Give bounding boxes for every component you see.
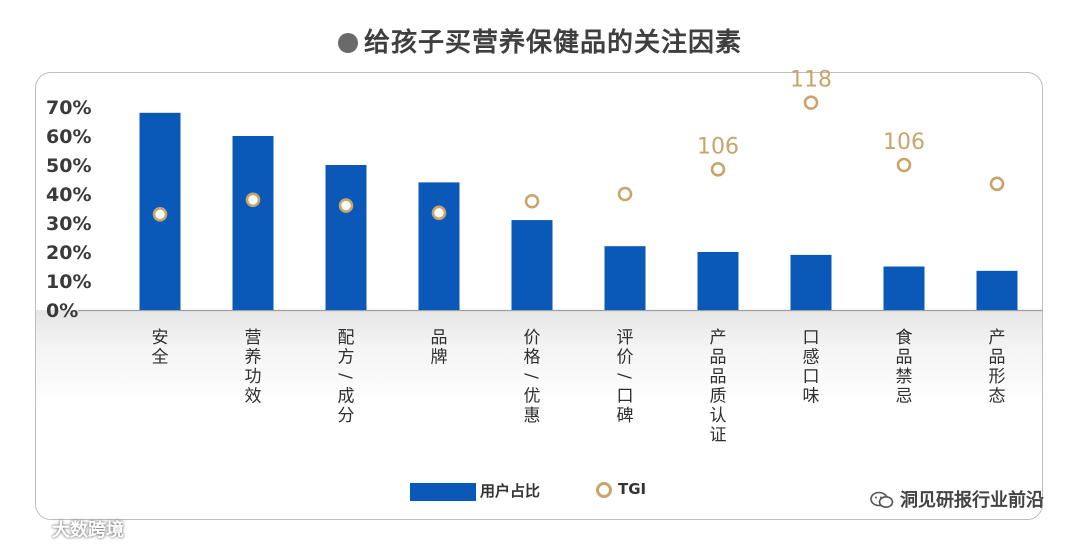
title-bullet-icon xyxy=(337,33,358,53)
legend-bar-swatch xyxy=(410,482,476,501)
category-label: 价 xyxy=(524,328,541,348)
legend-item-bar: 用户占比 xyxy=(410,480,540,501)
category-label: 优 xyxy=(524,387,541,407)
bar xyxy=(697,252,739,310)
category-label: 食 xyxy=(896,328,913,348)
legend-ring-icon xyxy=(596,481,612,498)
category-label: 认 xyxy=(710,406,727,426)
category-label: 全 xyxy=(152,348,169,368)
legend-item-tgi: TGI xyxy=(596,480,646,498)
tgi-data-label: 106 xyxy=(697,134,739,159)
category-label: 质 xyxy=(710,387,727,407)
brand-watermark: 大数跨境 xyxy=(8,516,124,542)
category-label: / xyxy=(521,373,541,379)
tgi-marker xyxy=(431,205,447,221)
y-tick-label: 0% xyxy=(46,300,78,322)
category-label: 惠 xyxy=(524,406,541,426)
y-tick-label: 50% xyxy=(46,155,91,177)
tgi-marker xyxy=(152,207,168,222)
category-label: 忌 xyxy=(896,387,913,407)
wechat-icon xyxy=(870,491,894,508)
legend-bar-label: 用户占比 xyxy=(480,482,541,500)
bar xyxy=(604,246,646,310)
bar xyxy=(883,266,925,310)
category-label: 格 xyxy=(524,348,541,368)
category-label: 安 xyxy=(152,328,169,348)
category-label: 价 xyxy=(617,348,634,368)
category-label: 口 xyxy=(617,387,634,407)
bar xyxy=(418,182,460,310)
tgi-marker xyxy=(617,186,633,202)
chart-title-text: 给孩子买营养保健品的关注因素 xyxy=(363,28,742,58)
category-label: 产 xyxy=(989,328,1006,348)
category-label: 方 xyxy=(338,348,355,368)
y-tick-label: 30% xyxy=(46,213,91,235)
wechat-watermark: 洞见研报行业前沿 xyxy=(870,486,1044,512)
y-tick-label: 10% xyxy=(46,271,91,293)
category-band xyxy=(36,310,1042,519)
category-label: 品 xyxy=(710,367,727,387)
chart-title: 给孩子买营养保健品的关注因素 xyxy=(0,22,1080,59)
category-label: 营 xyxy=(245,328,262,348)
category-label: 评 xyxy=(617,328,634,348)
bar xyxy=(511,220,553,310)
category-label: / xyxy=(335,373,355,379)
tgi-marker xyxy=(338,198,354,213)
tgi-marker xyxy=(524,193,540,209)
bar xyxy=(976,270,1018,310)
category-label: / xyxy=(614,373,634,379)
tgi-marker xyxy=(710,162,726,177)
tgi-marker xyxy=(896,157,912,173)
category-label: 口 xyxy=(803,367,820,387)
tgi-data-label: 106 xyxy=(883,130,925,155)
tgi-marker xyxy=(989,176,1005,192)
category-label: 效 xyxy=(245,387,262,407)
category-label: 感 xyxy=(803,348,820,368)
category-label: 养 xyxy=(245,348,262,368)
category-label: 口 xyxy=(803,328,820,348)
tgi-marker xyxy=(245,192,261,208)
y-tick-label: 60% xyxy=(46,126,91,148)
category-label: 证 xyxy=(710,426,727,446)
brand-logo-icon xyxy=(10,521,47,538)
brand-watermark-text: 大数跨境 xyxy=(52,520,124,541)
category-label: 品 xyxy=(431,328,448,348)
bar xyxy=(790,254,832,310)
category-label: 产 xyxy=(710,328,727,348)
category-label: 味 xyxy=(803,387,820,407)
tgi-data-label: 118 xyxy=(790,68,832,93)
category-label: 态 xyxy=(989,387,1006,407)
category-label: 品 xyxy=(710,348,727,368)
category-label: 碑 xyxy=(617,406,634,426)
category-label: 品 xyxy=(896,348,913,368)
tgi-marker xyxy=(803,95,819,110)
category-label: 成 xyxy=(338,387,355,407)
y-tick-label: 70% xyxy=(46,97,91,119)
bar xyxy=(232,136,274,310)
category-label: 禁 xyxy=(896,367,913,387)
category-label: 分 xyxy=(338,406,355,426)
category-label: 形 xyxy=(989,367,1006,387)
category-label: 功 xyxy=(245,367,262,387)
category-label: 配 xyxy=(338,328,355,348)
bar xyxy=(325,165,367,310)
category-label: 品 xyxy=(989,348,1006,368)
y-tick-label: 20% xyxy=(46,242,91,264)
category-label: 牌 xyxy=(431,348,448,368)
y-tick-label: 40% xyxy=(46,184,91,206)
wechat-watermark-text: 洞见研报行业前沿 xyxy=(900,490,1044,511)
legend-tgi-label: TGI xyxy=(618,480,647,498)
